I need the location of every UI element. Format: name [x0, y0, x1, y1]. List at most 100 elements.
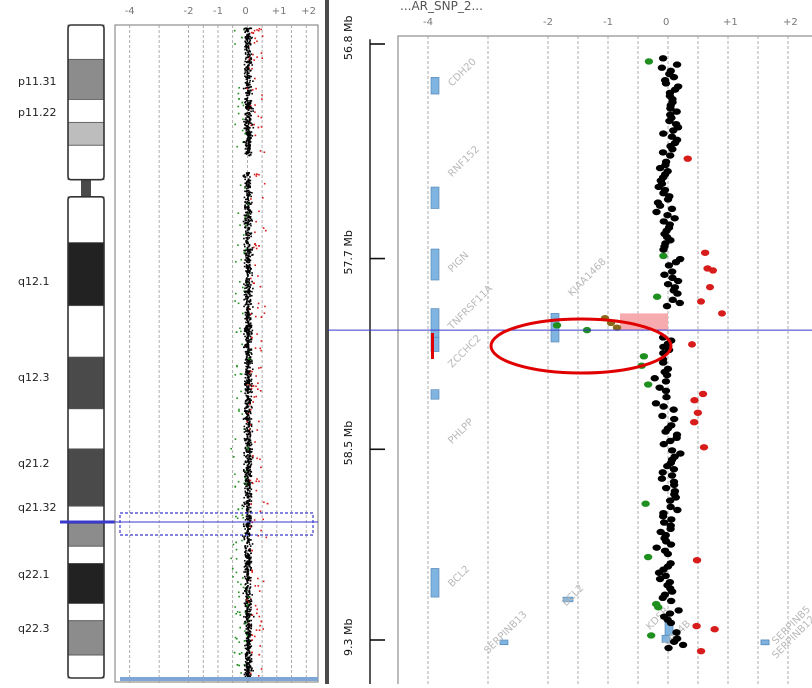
panel1-point	[242, 220, 245, 223]
panel1-point	[242, 592, 245, 595]
panel1-point	[246, 575, 248, 577]
panel1-point	[247, 289, 250, 291]
panel1-point	[245, 663, 248, 665]
panel1-point	[248, 610, 250, 613]
panel1-point	[256, 612, 258, 615]
probe-point	[650, 375, 659, 382]
panel1-point	[246, 554, 248, 557]
panel1-point	[248, 444, 251, 447]
panel1-point	[262, 197, 264, 199]
panel1-point	[246, 240, 249, 243]
panel1-point	[246, 345, 249, 347]
panel1-point	[246, 326, 249, 328]
zoomed-panel[interactable]: -4 -2 -1 0 +1 +2CDH20RNF152PIGNTNFRSF11AKIAA1…	[328, 17, 812, 687]
panel1-point	[246, 567, 249, 569]
panel1-point	[245, 278, 248, 280]
panel1-point	[245, 140, 248, 142]
panel1-point	[246, 315, 248, 317]
panel1-point	[251, 247, 254, 249]
panel1-point	[243, 196, 246, 199]
panel1-point	[248, 334, 250, 337]
panel1-point	[246, 619, 248, 621]
panel1-point	[246, 229, 249, 231]
panel1-point	[246, 236, 249, 239]
panel1-point	[250, 674, 252, 676]
panel1-point	[257, 535, 260, 537]
probe-point	[643, 381, 653, 388]
panel1-point	[242, 470, 245, 472]
panel1-point	[250, 341, 252, 343]
panel1-point	[242, 118, 244, 121]
panel1-point	[260, 620, 263, 623]
chromosome-ideogram[interactable]: p11.31p11.22q12.1q12.3q21.2q21.32q22.1q2…	[18, 24, 115, 679]
panel1-point	[249, 613, 251, 616]
panel1-point	[250, 443, 253, 446]
panel1-point	[248, 261, 251, 264]
panel1-point	[249, 138, 251, 141]
panel1-point	[247, 460, 250, 462]
panel1-point	[245, 389, 248, 392]
panel1-point	[248, 559, 251, 561]
panel1-point	[249, 300, 251, 303]
panel1-point	[247, 448, 249, 450]
probe-point	[669, 481, 679, 489]
panel1-point	[247, 410, 249, 413]
panel1-point	[242, 517, 245, 519]
panel1-point	[244, 217, 247, 220]
panel1-point	[249, 366, 251, 369]
panel1-point	[243, 496, 245, 499]
panel1-point	[250, 556, 252, 559]
panel1-point	[251, 332, 253, 335]
panel1-point	[247, 324, 250, 327]
panel1-point	[250, 658, 253, 660]
panel1-point	[245, 82, 248, 85]
panel1-point	[247, 494, 250, 497]
panel-divider[interactable]	[325, 0, 329, 684]
probe-point	[668, 296, 677, 304]
chromosome-wide-panel[interactable]: -4 -2 -1 0 +1 +2	[114, 6, 319, 684]
panel1-point	[249, 452, 251, 455]
panel1-point	[248, 232, 251, 235]
panel1-point	[245, 365, 248, 368]
panel1-point	[255, 175, 258, 177]
panel1-point	[251, 549, 253, 552]
panel1-point	[243, 463, 245, 466]
panel1-point	[236, 397, 238, 399]
panel1-point	[249, 433, 252, 436]
panel1-point	[254, 231, 256, 234]
panel1-point	[256, 56, 258, 58]
panel1-point	[247, 375, 250, 378]
panel1-point	[255, 489, 258, 492]
panel1-point	[248, 119, 251, 122]
panel1-point	[247, 378, 250, 381]
panel1-point	[245, 291, 247, 293]
panel1-point	[248, 148, 251, 151]
panel1-point	[251, 430, 254, 433]
panel1-point	[251, 280, 253, 283]
panel1-point	[248, 635, 251, 638]
panel1-point	[244, 112, 247, 115]
panel1-point	[249, 470, 252, 473]
panel1-point	[247, 280, 249, 283]
panel1-point	[246, 513, 249, 516]
panel1-point	[257, 675, 260, 677]
panel1-point	[244, 187, 246, 189]
panel1-point	[251, 391, 254, 393]
probe-point	[658, 149, 668, 156]
probe-point	[672, 434, 681, 442]
panel1-point	[249, 136, 251, 139]
panel1-point	[245, 103, 247, 106]
panel1-point	[251, 64, 254, 66]
probe-point	[662, 393, 671, 401]
panel1-point	[249, 113, 251, 115]
panel1-point	[234, 636, 237, 639]
panel1-point	[249, 664, 251, 667]
panel1-point	[247, 402, 249, 405]
panel1-point	[252, 126, 255, 129]
band-label-q22-1: q22.1	[18, 568, 49, 581]
panel1-point	[245, 353, 248, 356]
panel2-tick-label: +2	[783, 17, 798, 28]
panel1-point	[247, 364, 250, 367]
panel1-point	[246, 341, 249, 344]
panel1-point	[246, 295, 249, 298]
